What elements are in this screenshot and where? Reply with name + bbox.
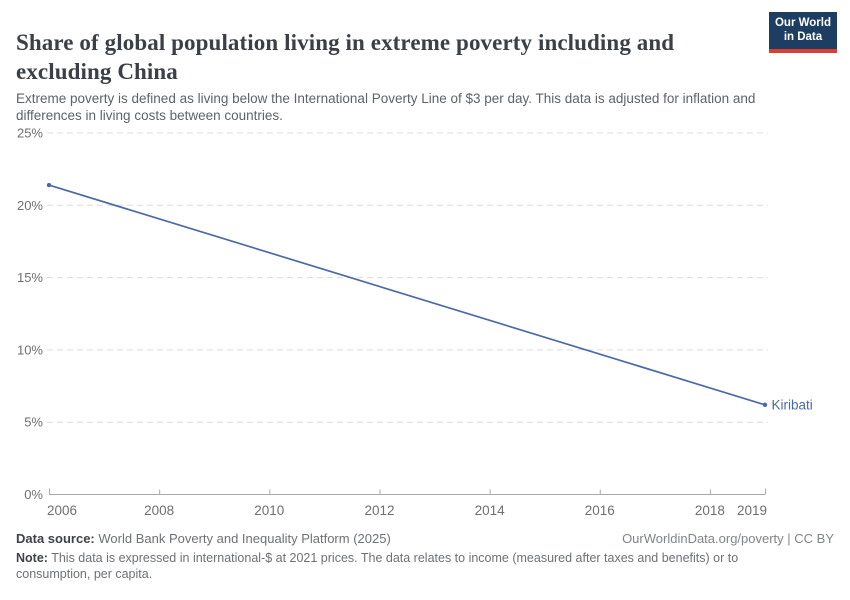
y-tick-label-5: 5% bbox=[24, 415, 43, 430]
series-label-kiribati[interactable]: Kiribati bbox=[772, 397, 813, 412]
y-tick-label-20: 20% bbox=[17, 198, 43, 213]
rights-link[interactable]: OurWorldinData.org/poverty | CC BY bbox=[622, 531, 834, 546]
x-tick-label-2012: 2012 bbox=[364, 503, 394, 518]
x-tick-label-2006: 2006 bbox=[47, 503, 77, 518]
series-line-kiribati[interactable] bbox=[48, 184, 766, 406]
note-label: Note: bbox=[16, 551, 48, 565]
x-tick-label-2014: 2014 bbox=[475, 503, 506, 518]
chart-subtitle: Extreme poverty is defined as living bel… bbox=[16, 90, 756, 123]
x-tick-label-2008: 2008 bbox=[144, 503, 174, 518]
y-tick-label-25: 25% bbox=[17, 126, 43, 141]
x-tick-label-2016: 2016 bbox=[585, 503, 615, 518]
poverty-line-chart[interactable]: 0% 5% 10% 15% 20% 25% 2006 2008 2010 2012 2014 2016… bbox=[0, 115, 850, 525]
owid-logo-line2: in Data bbox=[783, 30, 823, 43]
y-tick-label-0: 0% bbox=[24, 487, 43, 502]
data-source-text: World Bank Poverty and Inequality Platfo… bbox=[98, 531, 391, 546]
note-text: This data is expressed in international-… bbox=[16, 551, 739, 581]
y-tick-label-15: 15% bbox=[17, 270, 43, 285]
data-source-label: Data source: bbox=[16, 531, 95, 546]
series-point-kiribati-2006[interactable] bbox=[46, 182, 52, 188]
chart-title: Share of global population living in ext… bbox=[16, 30, 675, 85]
x-tick-label-2019: 2019 bbox=[737, 503, 767, 518]
owid-logo-line1: Our World bbox=[774, 17, 831, 29]
y-tick-label-10: 10% bbox=[17, 342, 43, 357]
x-tick-label-2018: 2018 bbox=[695, 503, 725, 518]
x-tick-label-2010: 2010 bbox=[254, 503, 284, 518]
owid-logo[interactable]: Our World in Data bbox=[768, 12, 837, 53]
chart-footer: Data source: World Bank Poverty and Ineq… bbox=[16, 531, 834, 582]
data-source-line: Data source: World Bank Poverty and Ineq… bbox=[16, 531, 391, 546]
footer-note: Note: This data is expressed in internat… bbox=[16, 550, 764, 582]
series-point-kiribati-2019[interactable] bbox=[762, 402, 768, 408]
